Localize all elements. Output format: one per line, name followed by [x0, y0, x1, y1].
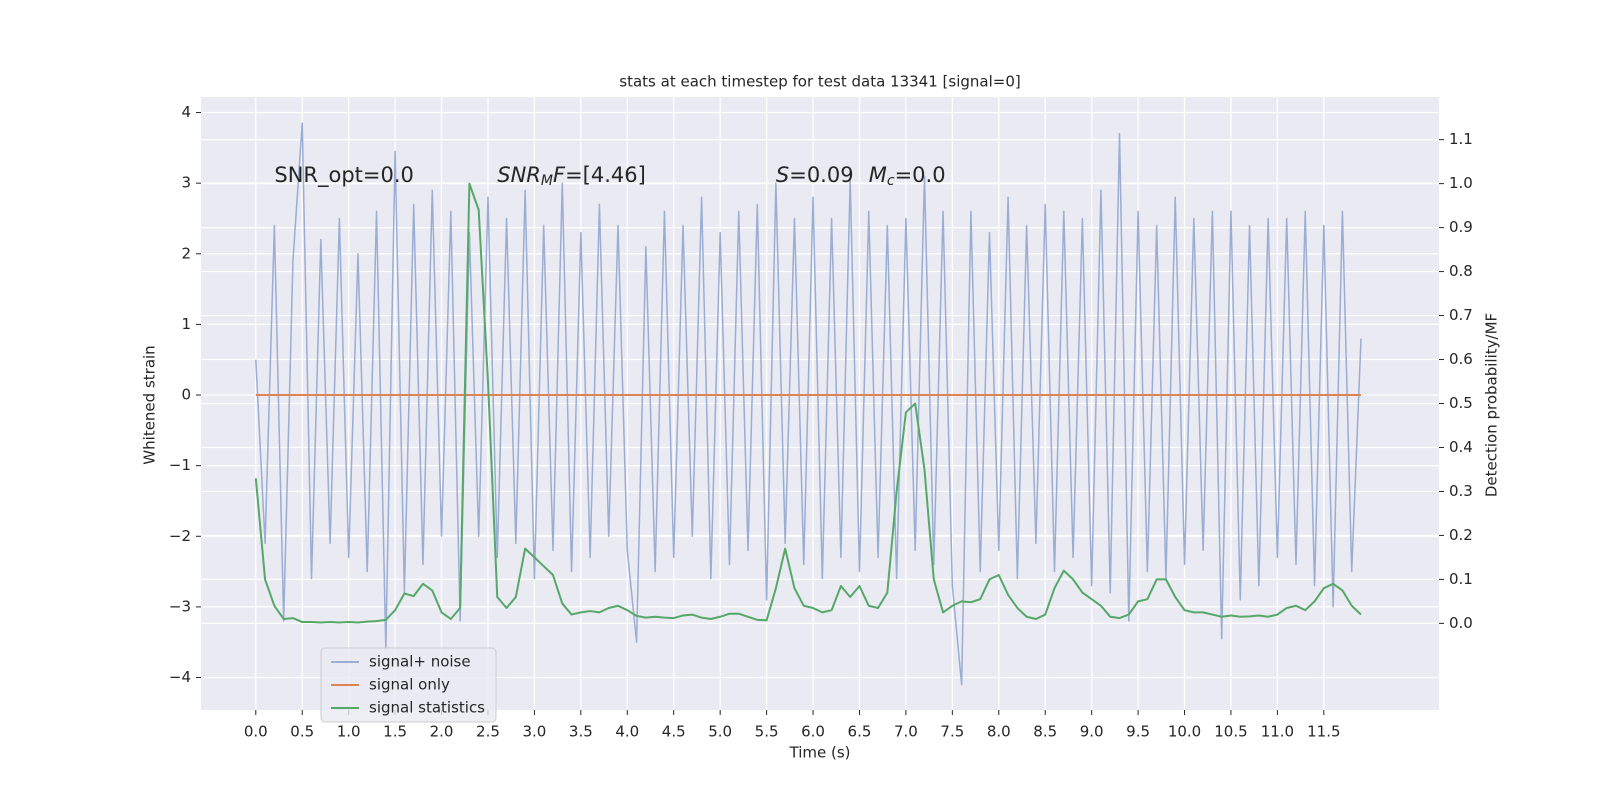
- x-tick-label: 10.5: [1214, 723, 1247, 741]
- y-tick-label: 0: [181, 386, 191, 404]
- annotation: S=0.09: [776, 163, 854, 187]
- y-tick-label: −4: [169, 668, 191, 686]
- chart-title: stats at each timestep for test data 133…: [619, 73, 1020, 91]
- y2-tick-label: 0.4: [1449, 438, 1473, 456]
- y2-tick-label: 0.2: [1449, 526, 1473, 544]
- x-tick-label: 6.0: [801, 723, 825, 741]
- annotation-part: =[4.46]: [565, 163, 646, 187]
- x-tick-label: 9.5: [1126, 723, 1150, 741]
- y2-tick-label: 0.1: [1449, 570, 1473, 588]
- x-tick-label: 4.0: [615, 723, 639, 741]
- y2-axis-label: Detection probability/MF: [1483, 313, 1501, 497]
- x-axis-label: Time (s): [789, 744, 851, 762]
- annotation-part: M: [869, 163, 887, 187]
- annotation-part: =0.09: [789, 163, 853, 187]
- y-tick-label: 1: [181, 315, 191, 333]
- annotation-part: S: [776, 163, 789, 187]
- y2-tick-label: 1.0: [1449, 174, 1473, 192]
- legend-label: signal only: [369, 676, 450, 694]
- annotation-part: =0.0: [895, 163, 946, 187]
- marks: [254, 122, 1362, 686]
- x-tick-label: 7.5: [940, 723, 964, 741]
- annotation-part: SNR: [497, 163, 541, 187]
- y-tick-label: 2: [181, 244, 191, 262]
- x-tick-label: 3.5: [569, 723, 593, 741]
- annotation: Mc=0.0: [869, 163, 946, 189]
- legend: signal+ noise signal only signal statistic…: [320, 647, 497, 723]
- legend-label: signal statistics: [369, 699, 485, 717]
- y2-tick-label: 0.3: [1449, 482, 1473, 500]
- annotation-part: SNR_opt=0.0: [274, 163, 414, 188]
- y2-tick-label: 0.5: [1449, 394, 1473, 412]
- y-tick-label: 3: [181, 174, 191, 192]
- x-tick-label: 1.0: [337, 723, 361, 741]
- x-tick-label: 0.0: [244, 723, 268, 741]
- x-tick-label: 9.0: [1080, 723, 1104, 741]
- x-tick-label: 10.0: [1168, 723, 1201, 741]
- x-tick-label: 6.5: [848, 723, 872, 741]
- y2-tick-label: 0.9: [1449, 218, 1473, 236]
- x-tick-label: 4.5: [662, 723, 686, 741]
- series-line: [254, 182, 1362, 624]
- x-tick-label: 2.5: [476, 723, 500, 741]
- y2-tick-label: 0.0: [1449, 614, 1473, 632]
- x-tick-label: 11.5: [1307, 723, 1340, 741]
- annotation-part: c: [887, 173, 895, 189]
- annotation-part: F: [553, 163, 566, 187]
- y-tick-label: −2: [169, 527, 191, 545]
- x-tick-label: 8.0: [987, 723, 1011, 741]
- x-tick-label: 11.0: [1261, 723, 1294, 741]
- x-tick-label: 5.5: [755, 723, 779, 741]
- ticks: 0.0 0.5 1.0 1.5 2.0 2.5 3.0 3.5 4.0 4.5 5.0 5.5 6.0 6…: [169, 103, 1473, 740]
- annotation: SNRMF=[4.46]: [497, 163, 646, 189]
- y-tick-label: 4: [181, 103, 191, 121]
- x-tick-label: 0.5: [290, 723, 314, 741]
- y-tick-label: −1: [169, 456, 191, 474]
- y2-tick-label: 0.8: [1449, 262, 1473, 280]
- x-tick-label: 2.0: [430, 723, 454, 741]
- y2-tick-label: 0.6: [1449, 350, 1473, 368]
- y-tick-label: −3: [169, 597, 191, 615]
- y2-tick-label: 1.1: [1449, 130, 1473, 148]
- annotation: SNR_opt=0.0: [274, 163, 414, 188]
- legend-label: signal+ noise: [369, 653, 471, 671]
- y2-tick-label: 0.7: [1449, 306, 1473, 324]
- series-line: [255, 122, 1362, 686]
- x-tick-label: 3.0: [522, 723, 546, 741]
- x-tick-label: 5.0: [708, 723, 732, 741]
- annotations: SNR_opt=0.0 SNRMF=[4.46] S=0.09 Mc=0.0: [274, 163, 945, 189]
- legend-box: [320, 647, 497, 723]
- x-tick-label: 1.5: [383, 723, 407, 741]
- x-tick-label: 7.0: [894, 723, 918, 741]
- y-axis-label: Whitened strain: [141, 345, 159, 464]
- annotation-part: M: [541, 173, 553, 189]
- x-tick-label: 8.5: [1033, 723, 1057, 741]
